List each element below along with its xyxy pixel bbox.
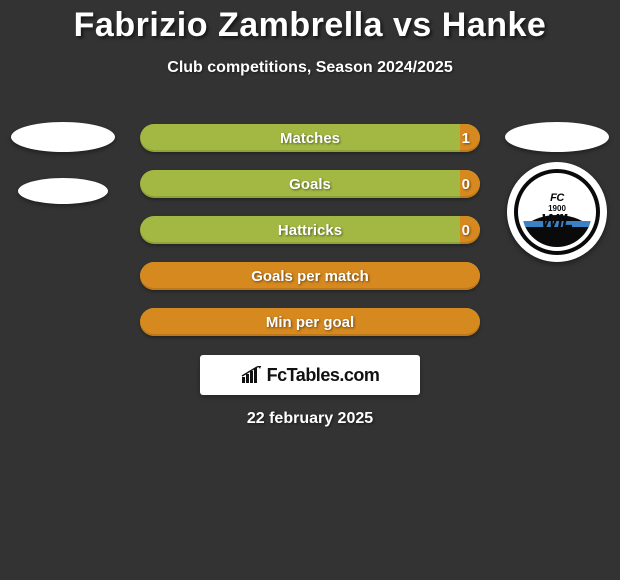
right-player-column: FC 1900 WIL [502, 122, 612, 262]
page-subtitle: Club competitions, Season 2024/2025 [0, 59, 620, 77]
stat-label: Matches [280, 130, 340, 147]
stat-value-right: 0 [462, 176, 470, 193]
club-badge-top: FC [550, 194, 564, 204]
stat-row: Goals 0 [140, 170, 480, 198]
stat-label: Min per goal [266, 314, 354, 331]
left-player-column [8, 122, 118, 204]
stat-row: Min per goal [140, 308, 480, 336]
stat-label: Goals [289, 176, 331, 193]
stat-row: Goals per match [140, 262, 480, 290]
club-logo-placeholder [18, 178, 108, 204]
club-badge-main: WIL [541, 213, 573, 229]
date-label: 22 february 2025 [0, 410, 620, 428]
stat-row: Matches 1 [140, 124, 480, 152]
club-badge: FC 1900 WIL [507, 162, 607, 262]
stat-row: Hattricks 0 [140, 216, 480, 244]
brand-text: FcTables.com [267, 365, 380, 386]
brand-box[interactable]: FcTables.com [200, 355, 420, 395]
stats-bars: Matches 1 Goals 0 Hattricks 0 Goals per match M… [140, 124, 480, 336]
stat-label: Hattricks [278, 222, 342, 239]
stat-value-right: 0 [462, 222, 470, 239]
stat-value-right: 1 [462, 130, 470, 147]
player-photo-placeholder [11, 122, 115, 152]
player-photo-placeholder [505, 122, 609, 152]
page-title: Fabrizio Zambrella vs Hanke [0, 0, 620, 45]
bars-icon [241, 366, 263, 384]
stat-label: Goals per match [251, 268, 369, 285]
